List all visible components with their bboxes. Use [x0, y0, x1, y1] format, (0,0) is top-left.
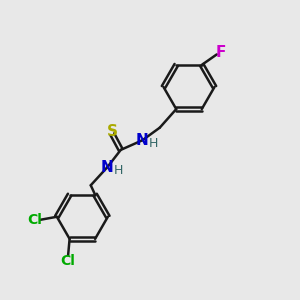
Text: F: F — [215, 45, 226, 60]
Text: S: S — [107, 124, 118, 139]
Text: H: H — [114, 164, 123, 177]
Text: N: N — [101, 160, 114, 175]
Text: N: N — [136, 133, 149, 148]
Text: Cl: Cl — [27, 213, 42, 227]
Text: H: H — [149, 137, 158, 150]
Text: Cl: Cl — [61, 254, 76, 268]
